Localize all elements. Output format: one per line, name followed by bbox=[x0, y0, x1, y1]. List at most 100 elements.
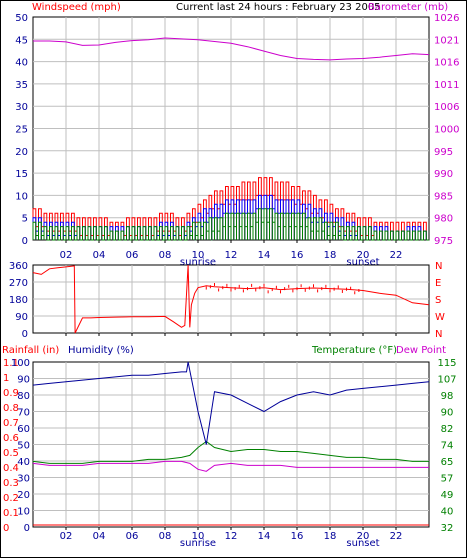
windspeed-tick-label: 40 bbox=[15, 58, 28, 69]
average-series bbox=[32, 208, 429, 241]
p1-sunset-label: sunset bbox=[346, 257, 379, 268]
temperature-tick-label: 40 bbox=[441, 507, 454, 518]
rainfall-tick-label: 0.1 bbox=[3, 508, 19, 519]
rainfall-tick-label: 0.3 bbox=[3, 478, 19, 489]
barometer-tick-label: 995 bbox=[434, 147, 453, 158]
barometer-tick-label: 1011 bbox=[434, 80, 459, 91]
panel-temperature-humidity: 0 0.1 0.2 0.3 0.4 0.5 0.6 0.7 0.8 0.9 1 1.1 0 10 20 30 4… bbox=[3, 358, 457, 549]
windspeed-tick-label: 0 bbox=[22, 236, 28, 247]
rainfall-tick-label: 0.5 bbox=[3, 448, 19, 459]
barometer-tick-label: 1000 bbox=[434, 125, 459, 136]
p1-xtick-label: 14 bbox=[258, 250, 271, 261]
temperature-tick-label: 74 bbox=[441, 441, 454, 452]
compass-tick-label: N bbox=[435, 329, 442, 340]
humidity-tick-label: 100 bbox=[11, 358, 30, 369]
p3-xtick-label: 16 bbox=[291, 531, 304, 542]
compass-tick-label: N bbox=[435, 261, 442, 272]
p1-xtick-label: 22 bbox=[390, 250, 403, 261]
p1-xtick-label: 08 bbox=[159, 250, 172, 261]
rainfall-tick-label: 0.4 bbox=[3, 463, 19, 474]
temperature-tick-label: 57 bbox=[441, 474, 454, 485]
p3-sunrise-label: sunrise bbox=[180, 538, 216, 549]
p3-xtick-label: 10 bbox=[192, 531, 205, 542]
rainfall-tick-label: 0.2 bbox=[3, 493, 19, 504]
rainfall-tick-label: 0 bbox=[3, 523, 9, 534]
windspeed-tick-label: 25 bbox=[15, 125, 28, 136]
barometer-tick-label: 985 bbox=[434, 191, 453, 202]
temperature-tick-label: 82 bbox=[441, 424, 454, 435]
windspeed-tick-label: 10 bbox=[15, 191, 28, 202]
compass-tick-label: W bbox=[435, 312, 445, 323]
compass-tick-label: E bbox=[435, 278, 441, 289]
p3-xtick-label: 04 bbox=[93, 531, 106, 542]
panel-windspeed-barometer: 0 5 10 15 20 25 30 35 40 45 50 975 980 985 990 995 1000 1… bbox=[15, 13, 459, 268]
direction-tick-label: 270 bbox=[9, 278, 28, 289]
humidity-series bbox=[32, 361, 430, 445]
temperature-tick-label: 65 bbox=[441, 457, 454, 468]
temperature-tick-label: 32 bbox=[441, 523, 454, 534]
temperature-tick-label: 98 bbox=[441, 391, 454, 402]
p1-xtick-label: 06 bbox=[126, 250, 139, 261]
compass-tick-label: S bbox=[435, 295, 441, 306]
humidity-tick-label: 30 bbox=[17, 474, 30, 485]
p1-sunrise-label: sunrise bbox=[180, 257, 216, 268]
humidity-tick-label: 50 bbox=[17, 441, 30, 452]
humidity-tick-label: 80 bbox=[17, 391, 30, 402]
humidity-axis-label: Humidity (%) bbox=[68, 345, 134, 356]
windspeed-tick-label: 15 bbox=[15, 169, 28, 180]
direction-tick-label: 0 bbox=[22, 329, 28, 340]
wind-direction-series bbox=[32, 264, 430, 334]
barometer-tick-label: 975 bbox=[434, 236, 453, 247]
p1-xtick-label: 10 bbox=[192, 250, 205, 261]
temperature-series bbox=[32, 440, 429, 464]
barometer-tick-label: 990 bbox=[434, 169, 453, 180]
p1-xtick-label: 04 bbox=[93, 250, 106, 261]
barometer-series bbox=[33, 37, 430, 61]
humidity-tick-label: 90 bbox=[17, 375, 30, 386]
windspeed-tick-label: 50 bbox=[15, 13, 28, 24]
windspeed-tick-label: 45 bbox=[15, 35, 28, 46]
rainfall-tick-label: 1.1 bbox=[3, 358, 19, 369]
humidity-tick-label: 40 bbox=[17, 457, 30, 468]
barometer-tick-label: 980 bbox=[434, 214, 453, 225]
p1-xtick-label: 20 bbox=[357, 250, 370, 261]
chart-title: Current last 24 hours : February 23 2005 bbox=[176, 2, 381, 13]
dew-point-axis-label: Dew Point bbox=[396, 345, 446, 356]
p3-xtick-label: 20 bbox=[357, 531, 370, 542]
p3-xtick-label: 22 bbox=[390, 531, 403, 542]
p1-xtick-label: 02 bbox=[60, 250, 73, 261]
rainfall-tick-label: 0.7 bbox=[3, 418, 19, 429]
temperature-tick-label: 90 bbox=[441, 408, 454, 419]
rainfall-tick-label: 0.8 bbox=[3, 403, 19, 414]
direction-tick-label: 90 bbox=[15, 312, 28, 323]
direction-tick-label: 180 bbox=[9, 295, 28, 306]
temperature-tick-label: 107 bbox=[437, 375, 456, 386]
temperature-tick-label: 115 bbox=[437, 358, 456, 369]
rainfall-tick-label: 1 bbox=[3, 373, 9, 384]
humidity-tick-label: 20 bbox=[17, 490, 30, 501]
barometer-tick-label: 1026 bbox=[434, 13, 459, 24]
direction-tick-label: 360 bbox=[9, 261, 28, 272]
humidity-tick-label: 10 bbox=[17, 507, 30, 518]
temperature-axis-label: Temperature (°F) bbox=[311, 345, 397, 356]
p3-xtick-label: 08 bbox=[159, 531, 172, 542]
temperature-tick-label: 49 bbox=[441, 490, 454, 501]
rainfall-axis-label: Rainfall (in) bbox=[2, 345, 59, 356]
humidity-tick-label: 60 bbox=[17, 424, 30, 435]
windspeed-tick-label: 20 bbox=[15, 147, 28, 158]
windspeed-axis-label: Windspeed (mph) bbox=[32, 2, 121, 13]
p3-sunset-label: sunset bbox=[346, 538, 379, 549]
p3-xtick-label: 14 bbox=[258, 531, 271, 542]
dew-point-series bbox=[32, 460, 429, 472]
barometer-tick-label: 1021 bbox=[434, 35, 459, 46]
humidity-tick-label: 70 bbox=[17, 408, 30, 419]
p3-xtick-label: 12 bbox=[225, 531, 238, 542]
barometer-axis-label: Barometer (mb) bbox=[368, 2, 448, 13]
p1-xtick-label: 16 bbox=[291, 250, 304, 261]
p3-xtick-label: 06 bbox=[126, 531, 139, 542]
windspeed-tick-label: 30 bbox=[15, 102, 28, 113]
windspeed-tick-label: 35 bbox=[15, 80, 28, 91]
